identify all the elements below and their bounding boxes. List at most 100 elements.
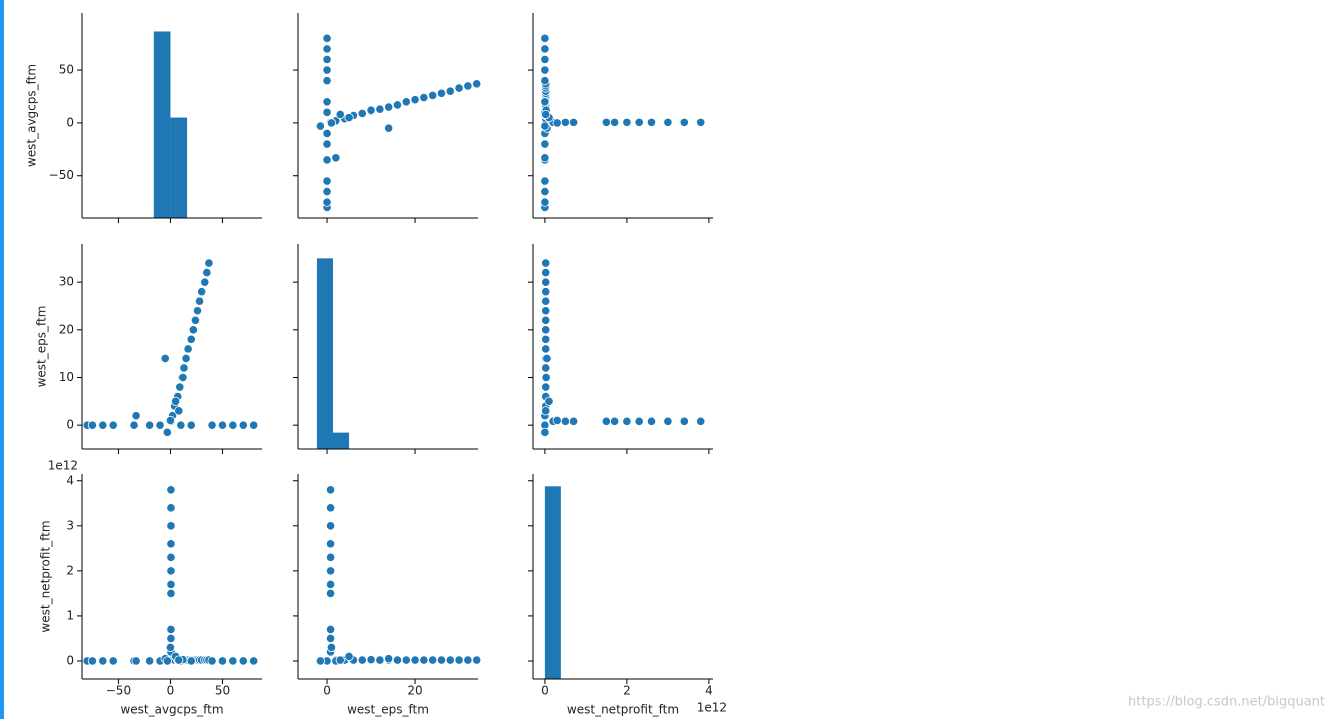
scatter-point [335,109,345,120]
scatter-point [540,197,550,207]
scatter-point [217,656,228,666]
scatter-point [540,153,550,163]
scatter-point [331,153,341,163]
scatter-point [181,353,191,364]
scatter-point [541,258,551,268]
scatter-point [679,117,689,127]
scatter-point [166,552,176,562]
scatter-point [540,44,550,54]
scatter-point [540,186,550,197]
scatter-point [541,363,551,373]
scatter-point [541,296,551,306]
y-tick-label: 1 [66,608,74,622]
scatter-point [200,277,210,287]
y-axis-label: west_netprofit_ftm [39,520,53,632]
scatter-point [634,117,644,127]
scatter-point [540,54,550,65]
scatter-point [601,117,611,127]
scatter-point [540,65,550,75]
scatter-point [166,579,176,589]
scatter-point [428,655,438,665]
scatter-point [663,117,673,127]
scatter-point [384,123,394,133]
scatter-point [552,118,562,128]
scatter-point [541,406,551,416]
y-axis-label: west_avgcps_ftm [25,64,39,167]
scatter-point [646,416,657,426]
scatter-point [454,655,464,665]
scatter-point [552,415,562,425]
scatter-point [410,655,420,665]
scatter-point [174,406,184,416]
scatter-point [207,656,217,666]
scatter-point [166,521,176,531]
scatter-point [540,176,550,186]
y-offset-text: 1e12 [48,459,78,473]
hist-bar [153,31,171,219]
scatter-point [322,33,332,43]
scatter-point [108,420,118,430]
scatter-point [541,287,551,297]
scatter-point [428,90,438,101]
scatter-point [540,33,550,43]
scatter-point [175,382,185,392]
scatter-point [322,139,332,149]
scatter-point [541,334,551,344]
scatter-point [194,296,205,306]
scatter-point [541,306,551,316]
x-tick-label: 0 [323,684,331,698]
scatter-point [131,411,141,421]
scatter-point [98,420,108,430]
scatter-point [166,539,176,549]
scatter-point [544,396,554,406]
scatter-point [568,416,579,426]
x-tick-label: 0 [167,684,175,698]
scatter-point [322,197,332,207]
scatter-point [384,102,394,112]
scatter-point [202,268,212,278]
x-tick-label: 4 [705,684,713,698]
scatter-point [166,624,176,635]
scatter-point [541,315,551,325]
scatter-point [622,117,632,127]
scatter-point [325,503,336,513]
scatter-point [344,651,354,662]
scatter-point [315,121,326,131]
scatter-point [174,655,184,665]
scatter-point [392,655,403,665]
x-axis-label: west_eps_ftm [347,703,429,717]
scatter-point [542,353,552,364]
scatter-point [186,420,196,430]
scatter-point [87,656,98,666]
scatter-point [436,88,447,98]
scatter-point [207,420,217,430]
scatter-point [322,155,332,165]
scatter-point [357,108,367,118]
scatter-point [601,416,611,426]
scatter-point [419,655,429,665]
scatter-point [188,325,198,335]
y-tick-label: 2 [66,563,74,577]
scatter-point [228,656,238,666]
x-tick-label: 50 [215,684,230,698]
scatter-point [98,656,108,666]
scatter-point [166,485,176,495]
cell-indicator [0,0,4,719]
scatter-point [696,117,706,127]
scatter-point [445,86,455,96]
scatter-point [238,420,248,430]
hist-bar [544,486,561,679]
scatter-point [366,105,376,115]
scatter-point [463,81,473,91]
scatter-point [560,416,570,426]
scatter-point [160,353,170,364]
scatter-point [322,107,332,117]
scatter-point [436,655,447,665]
y-tick-label: 0 [66,653,74,667]
y-tick-label: 0 [66,418,74,432]
scatter-point [190,315,201,325]
scatter-point [166,633,176,644]
x-axis-label: west_netprofit_ftm [567,703,679,717]
scatter-point [186,656,196,666]
